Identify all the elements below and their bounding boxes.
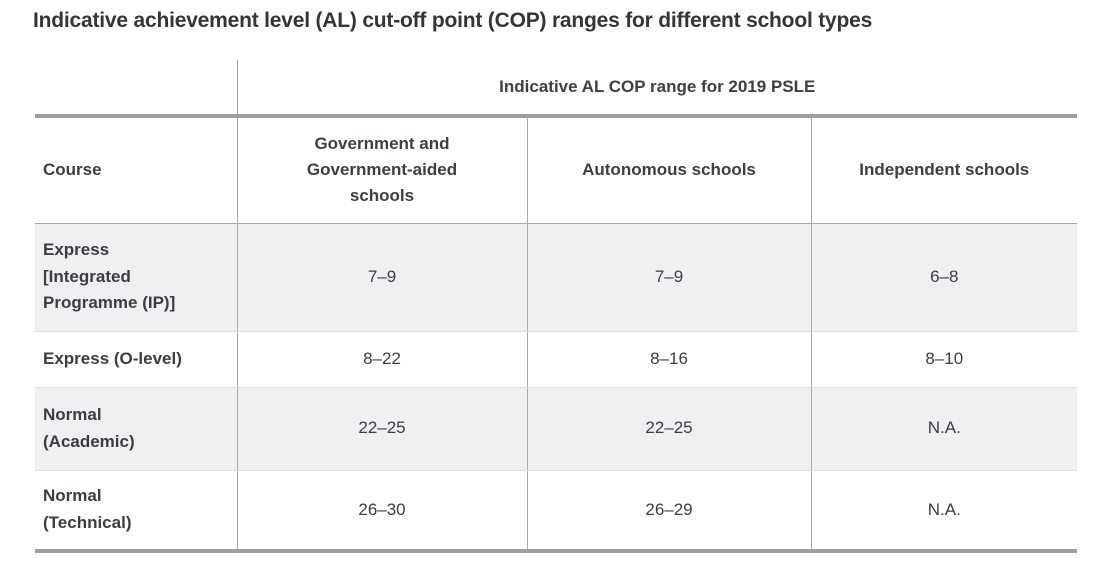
course-cell: Express (O-level) (35, 331, 238, 388)
value-cell: 22–25 (527, 387, 812, 471)
page-title: Indicative achievement level (AL) cut-of… (33, 9, 873, 32)
value-cell: 8–22 (237, 331, 528, 388)
column-header-course: Course (35, 116, 238, 224)
table-row-normal-academic: Normal (Academic) 22–25 22–25 N.A. (35, 387, 1078, 471)
span-header-row: Indicative AL COP range for 2019 PSLE (35, 60, 1078, 118)
value-cell: 22–25 (237, 387, 528, 471)
column-header-autonomous-schools: Autonomous schools (527, 116, 812, 224)
value-cell: 26–29 (527, 470, 812, 553)
value-cell: 26–30 (237, 470, 528, 553)
value-cell: N.A. (811, 387, 1078, 471)
value-cell: 8–10 (811, 331, 1078, 388)
course-cell: Normal (Technical) (35, 470, 238, 553)
course-cell: Express [Integrated Programme (IP)] (35, 223, 238, 332)
value-cell: 8–16 (527, 331, 812, 388)
table-row-normal-technical: Normal (Technical) 26–30 26–29 N.A. (35, 470, 1078, 553)
span-header-label: Indicative AL COP range for 2019 PSLE (237, 60, 1078, 118)
course-cell: Normal (Academic) (35, 387, 238, 471)
value-cell: 7–9 (237, 223, 528, 332)
column-header-government-schools: Government and Government-aided schools (237, 116, 528, 224)
value-cell: 6–8 (811, 223, 1078, 332)
table-row-express-ip: Express [Integrated Programme (IP)] 7–9 … (35, 223, 1078, 332)
column-header-row: Course Government and Government-aided s… (35, 116, 1078, 224)
value-cell: N.A. (811, 470, 1078, 553)
table-row-express-o-level: Express (O-level) 8–22 8–16 8–10 (35, 331, 1078, 388)
value-cell: 7–9 (527, 223, 812, 332)
cop-range-table: Indicative AL COP range for 2019 PSLE Co… (35, 60, 1078, 553)
span-header-spacer-cell (35, 60, 238, 118)
column-header-independent-schools: Independent schools (811, 116, 1078, 224)
